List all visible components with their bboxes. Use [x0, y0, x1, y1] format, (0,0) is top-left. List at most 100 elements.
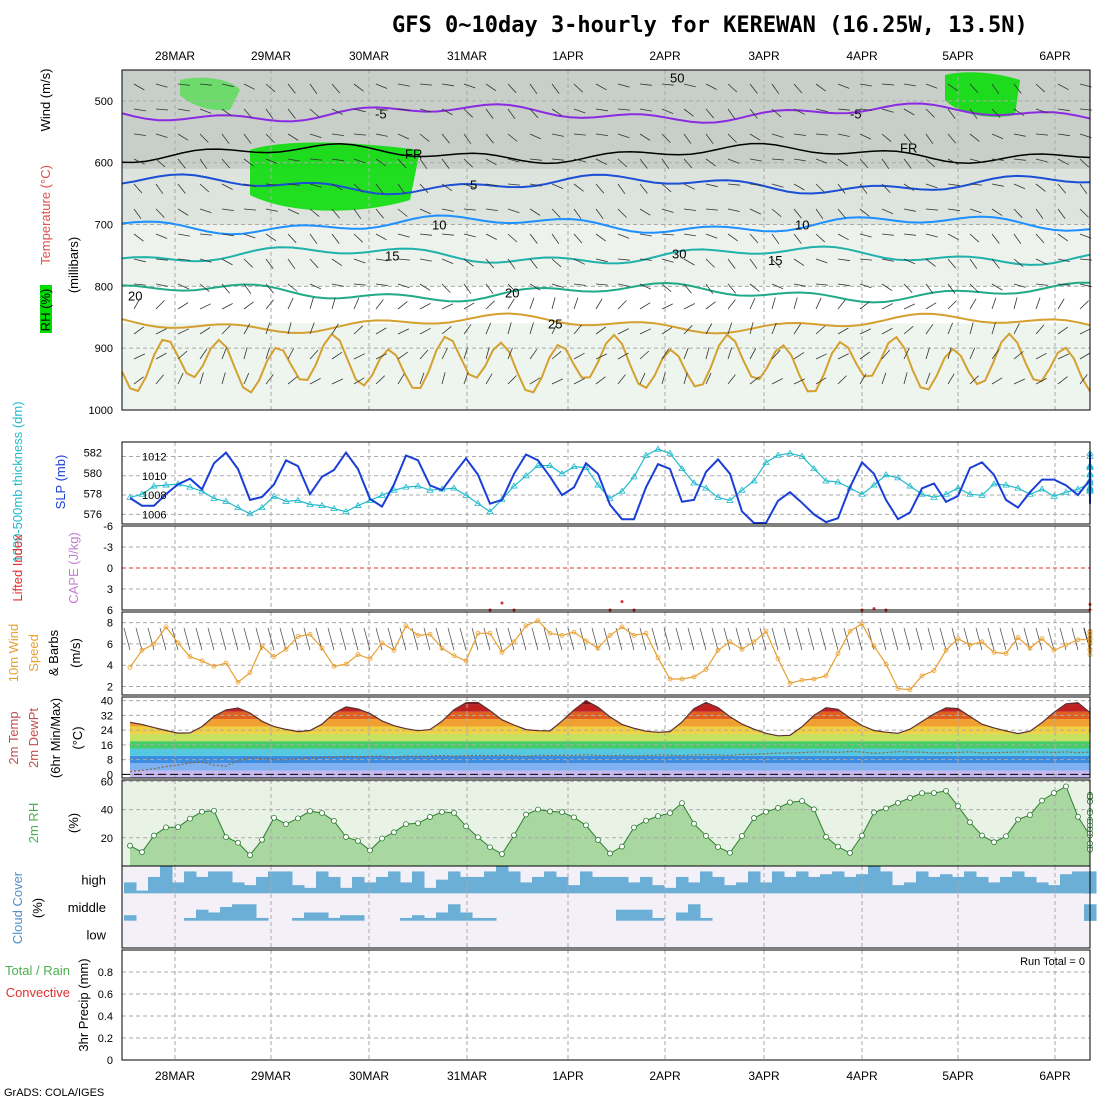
temperature-contour-label: 15 [385, 248, 399, 263]
wind-barb [199, 108, 212, 114]
wind-barb [683, 347, 689, 360]
cloud-bar [580, 871, 593, 894]
wind-barb [207, 627, 215, 651]
wind-barb [617, 133, 630, 139]
wind-barb [969, 133, 980, 142]
wind-barb [573, 258, 585, 265]
wind-barb [705, 208, 718, 211]
wind-speed-point [643, 630, 649, 636]
date-label: 2APR [649, 49, 681, 63]
wind-barb [287, 208, 300, 215]
wind-barb [1035, 108, 1048, 114]
wind-barb [749, 108, 758, 119]
thickness-point [906, 482, 914, 489]
rh-point [235, 839, 241, 846]
temperature-contour-label: 10 [795, 218, 809, 233]
cloud-bar [640, 909, 653, 921]
wind-barb [309, 133, 322, 138]
wind-speed-point [991, 650, 997, 655]
wind-barb [1035, 324, 1045, 335]
cloud-bar [328, 876, 341, 894]
dewpoint-axis-label: 2m DewPt [26, 708, 41, 768]
panel-frame [121, 949, 1091, 1061]
temperature-contour [121, 281, 1090, 304]
lifted-index-point [500, 601, 504, 605]
wind-barb [331, 208, 340, 219]
wind-barb [397, 133, 410, 140]
wind-barb [699, 627, 707, 651]
cloud-bar [904, 882, 917, 894]
thickness-point [870, 481, 878, 488]
pressure-tick: 900 [95, 343, 113, 355]
wind-barb [495, 627, 503, 651]
wind-barb [243, 208, 256, 211]
cloud-bar [160, 866, 173, 894]
wind-barb [683, 133, 692, 144]
wind-barb [747, 627, 755, 651]
rh-point [787, 799, 793, 806]
cloud-bar [448, 904, 461, 921]
wind-speed-point [391, 647, 397, 653]
wind-barb [815, 133, 828, 136]
wind-barb [771, 378, 783, 385]
temperature-band [130, 748, 1090, 756]
wind-barb [881, 372, 887, 385]
wind-speed-point [139, 647, 145, 653]
wind-barb [1013, 208, 1023, 218]
wind-barb [749, 183, 762, 186]
cloud-bar [724, 885, 737, 894]
wind-speed-point [331, 663, 337, 669]
wind-barb [859, 258, 873, 261]
wind-barb [507, 298, 515, 310]
wind-barb [837, 233, 849, 241]
wind-barb [661, 348, 669, 360]
wind-barb [331, 108, 343, 115]
thickness-point [318, 501, 326, 508]
wind-speed-point [775, 656, 781, 662]
wind-barb [375, 183, 384, 194]
wind-barb [1057, 298, 1065, 310]
wind-barb [867, 627, 875, 651]
wind-barb [639, 108, 652, 112]
wind-barb [243, 183, 256, 188]
wind-barb [543, 627, 551, 651]
pressure-units-label: (millibars) [66, 237, 81, 293]
wind-barb [265, 158, 278, 164]
date-label: 6APR [1039, 1069, 1071, 1083]
rh-point [631, 824, 637, 831]
rh-point [259, 836, 265, 843]
wind-barb [639, 133, 651, 141]
wind-barb [947, 373, 955, 385]
thickness-point [558, 469, 566, 477]
wind-barb [309, 283, 322, 290]
rh-axis-label: RH (%) [38, 289, 53, 332]
wind-barb [551, 378, 563, 385]
temperature-2m-panel: 0 8 16 24 32 40 2m Temp 2m DewPt (6hr Min/Max) (°… [6, 696, 1091, 781]
cloud-bar [832, 871, 845, 894]
rh-point [583, 822, 589, 829]
wind-barb [1035, 297, 1041, 310]
wind-barb [749, 83, 758, 94]
pressure-tick: 1000 [89, 405, 113, 417]
thickness-point [1074, 485, 1082, 492]
rh-point [943, 787, 949, 794]
precip-total-label: Total / Rain [5, 963, 70, 978]
bottom-date-axis: 28MAR 29MAR 30MAR 31MAR 1APR 2APR 3APR 4APR 5APR… [155, 1069, 1071, 1083]
wind-barb [661, 183, 672, 193]
wind-barb [375, 258, 388, 262]
credit-text: GrADS: COLA/IGES [4, 1087, 104, 1099]
wind-barb [661, 327, 673, 335]
wind-barb [1057, 376, 1068, 385]
cloud-bar [340, 887, 353, 894]
cloud-bar [988, 882, 1001, 894]
precip-tick: 0.4 [98, 1011, 113, 1023]
wind-barb [133, 258, 146, 263]
rh-point [547, 808, 553, 815]
cloud-bar [172, 882, 185, 894]
wind-barb [771, 322, 777, 335]
slp-tick: 1006 [142, 509, 166, 521]
cloud-bar [892, 885, 905, 894]
wind-barb [133, 353, 146, 360]
wind-barb [485, 283, 494, 294]
wind-barb [687, 627, 695, 651]
